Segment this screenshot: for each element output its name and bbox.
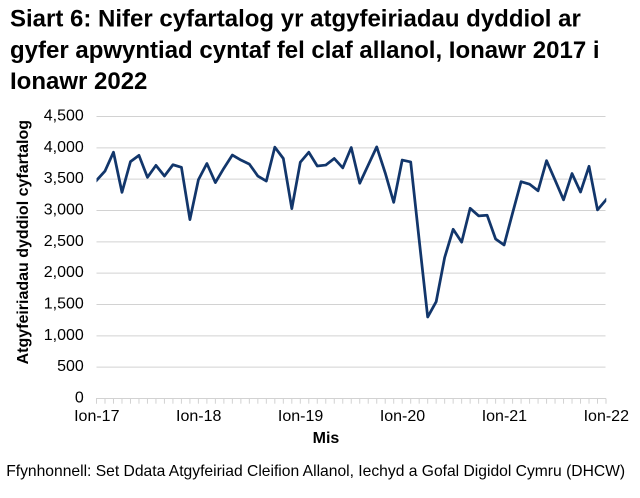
svg-text:Siart 6: Nifer cyfartalog yr a: Siart 6: Nifer cyfartalog yr atgyfeiriad… [10, 6, 581, 33]
svg-text:Mis: Mis [313, 430, 340, 447]
svg-text:Ion-19: Ion-19 [278, 408, 323, 425]
svg-text:Ion-21: Ion-21 [482, 408, 527, 425]
svg-text:4,000: 4,000 [44, 139, 84, 156]
svg-text:3,000: 3,000 [44, 202, 84, 219]
svg-text:2,500: 2,500 [44, 233, 84, 250]
svg-text:1,000: 1,000 [44, 327, 84, 344]
svg-text:Ion-20: Ion-20 [380, 408, 425, 425]
svg-text:Atgyfeiriadau dyddiol cyfartal: Atgyfeiriadau dyddiol cyfartalog [15, 120, 32, 364]
svg-text:Ionawr 2022: Ionawr 2022 [10, 68, 147, 95]
svg-text:1,500: 1,500 [44, 296, 84, 313]
svg-text:Ion-22: Ion-22 [584, 408, 629, 425]
svg-text:0: 0 [75, 390, 84, 407]
svg-text:500: 500 [57, 358, 84, 375]
svg-text:Ion-18: Ion-18 [176, 408, 221, 425]
svg-text:4,500: 4,500 [44, 108, 84, 125]
svg-text:Ion-17: Ion-17 [74, 408, 119, 425]
svg-text:2,000: 2,000 [44, 264, 84, 281]
svg-text:3,500: 3,500 [44, 170, 84, 187]
svg-text:Ffynhonnell: Set Ddata Atgyfei: Ffynhonnell: Set Ddata Atgyfeiriad Cleif… [6, 463, 625, 480]
svg-text:gyfer apwyntiad cyntaf fel cla: gyfer apwyntiad cyntaf fel claf allanol,… [10, 37, 600, 64]
